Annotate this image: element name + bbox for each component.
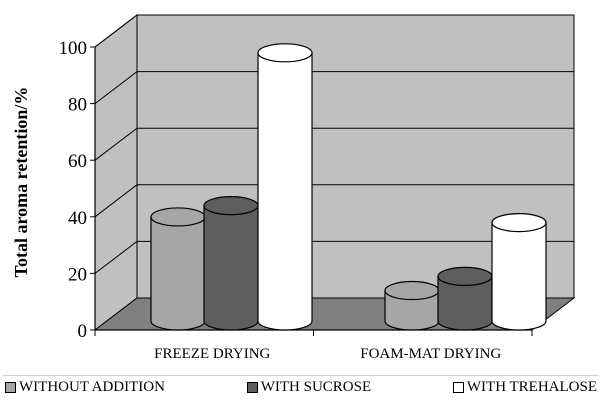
bar xyxy=(437,266,493,331)
bar-top xyxy=(384,280,440,301)
bar-body xyxy=(257,52,313,331)
legend-swatch xyxy=(452,382,464,393)
bar-top xyxy=(150,207,206,227)
gridlines xyxy=(94,14,574,274)
bar-top xyxy=(491,213,547,233)
gridline xyxy=(94,14,574,48)
y-tick-labels: 0 20 40 60 80 100 xyxy=(59,38,88,342)
legend: WITHOUT ADDITION WITH SUCROSE WITH TREHALO… xyxy=(3,375,599,399)
y-tick-label: 100 xyxy=(59,38,88,59)
bar-body xyxy=(203,205,259,331)
gridline xyxy=(94,240,574,274)
y-tick-label: 40 xyxy=(68,208,87,229)
y-tick-label: 60 xyxy=(68,151,87,172)
legend-item: WITH TREHALOSE xyxy=(452,379,597,396)
y-tick-label: 80 xyxy=(68,95,87,116)
bar xyxy=(203,196,259,331)
bar xyxy=(150,207,206,331)
bar-top xyxy=(203,196,259,216)
legend-label: WITH TREHALOSE xyxy=(466,379,597,395)
legend-label: WITHOUT ADDITION xyxy=(19,379,165,395)
y-tick-label: 20 xyxy=(68,264,87,285)
legend-item: WITHOUT ADDITION xyxy=(5,379,165,396)
gridline xyxy=(94,71,574,104)
chart-area: 0 20 40 60 80 100 FREEZE DRYING FOAM-MAT DRYIN… xyxy=(11,13,576,362)
bar xyxy=(257,43,313,331)
y-tick-label: 0 xyxy=(78,321,88,342)
y-axis-title: Total aroma retention/% xyxy=(11,87,31,278)
legend-label: WITH SUCROSE xyxy=(260,379,372,395)
bar-body xyxy=(150,216,206,331)
bar-top xyxy=(437,266,493,286)
bar xyxy=(384,280,440,331)
legend-swatch xyxy=(246,382,258,393)
bar-body xyxy=(491,222,547,331)
legend-item: WITH SUCROSE xyxy=(246,379,372,396)
bars xyxy=(150,43,547,331)
bar-body xyxy=(437,275,493,331)
legend-swatch xyxy=(5,382,16,393)
x-category-label: FOAM-MAT DRYING xyxy=(360,346,501,362)
category-labels: FREEZE DRYING FOAM-MAT DRYING xyxy=(154,346,501,362)
bar-top xyxy=(257,43,313,63)
gridline xyxy=(94,127,574,161)
bar xyxy=(491,213,547,331)
side-wall xyxy=(94,13,138,332)
gridline xyxy=(94,184,574,218)
x-category-label: FREEZE DRYING xyxy=(154,346,270,362)
